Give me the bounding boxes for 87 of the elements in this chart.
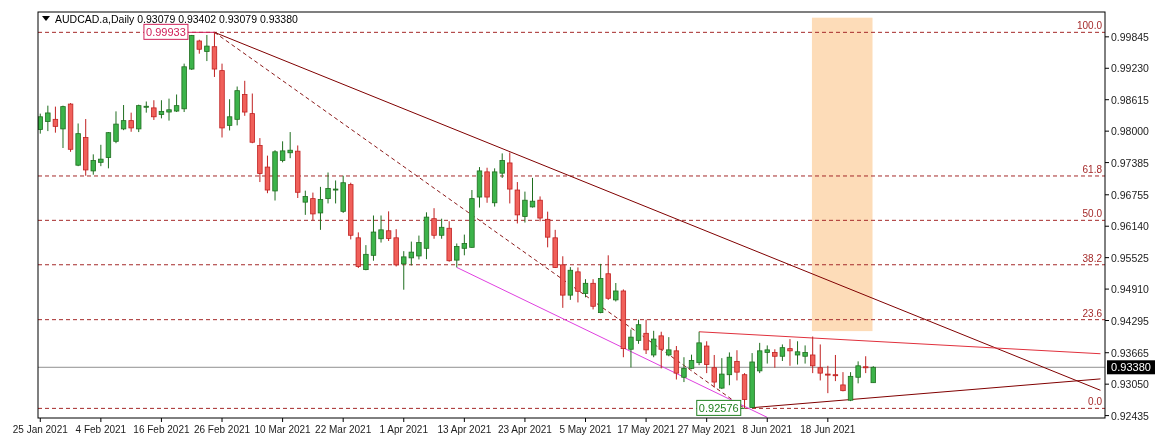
annotation: 0.0 — [1088, 396, 1103, 408]
candlestick — [529, 177, 536, 209]
y-tick-label: 0.93050 — [1111, 378, 1150, 391]
candlestick — [45, 105, 51, 132]
annotation: 38.2 — [1082, 252, 1103, 264]
x-tick-label: 26 Feb 2021 — [193, 424, 251, 435]
y-tick-label: 0.97385 — [1111, 156, 1150, 169]
candlestick — [855, 360, 861, 384]
x-tick-label: 18 Jun 2021 — [800, 424, 856, 435]
x-tick-label: 4 Feb 2021 — [75, 424, 127, 435]
candlestick — [643, 319, 649, 355]
candlestick — [378, 214, 384, 244]
candlestick — [204, 34, 210, 62]
candlestick — [802, 344, 808, 365]
candlestick — [98, 144, 104, 167]
candlestick — [673, 345, 680, 381]
x-tick-label: 5 May 2021 — [559, 424, 613, 435]
y-tick-label: 0.98615 — [1111, 93, 1150, 106]
chart-title: AUDCAD.a,Daily 0.93079 0.93402 0.93079 0.93380 — [55, 13, 298, 25]
candlestick — [817, 343, 823, 381]
candlestick — [522, 191, 528, 224]
y-tick-label: 0.92435 — [1111, 409, 1150, 422]
candlestick — [166, 98, 172, 122]
y-tick-label: 0.94910 — [1111, 283, 1150, 296]
candlestick — [310, 192, 316, 221]
annotation: 100.0 — [1076, 20, 1103, 32]
y-tick-label: 0.95525 — [1111, 251, 1150, 264]
y-tick-label: 0.98000 — [1111, 125, 1150, 138]
candlestick — [628, 329, 634, 368]
x-tick-label: 22 Mar 2021 — [315, 424, 372, 435]
candlestick — [681, 356, 687, 383]
candlestick — [317, 186, 324, 231]
candlestick — [363, 244, 369, 271]
x-tick-label: 25 Jan 2021 — [12, 424, 69, 435]
x-tick-label: 23 Apr 2021 — [497, 424, 553, 435]
candlestick — [60, 105, 66, 149]
candlestick — [575, 266, 581, 303]
candlestick — [734, 349, 740, 381]
candlestick — [90, 153, 96, 176]
candlestick — [370, 214, 377, 262]
candlestick — [847, 371, 854, 402]
x-tick-label: 1 Apr 2021 — [379, 424, 429, 435]
candlestick — [711, 354, 717, 388]
candlestick — [704, 340, 710, 374]
x-tick-label: 16 Feb 2021 — [133, 424, 190, 435]
candlestick — [787, 338, 793, 367]
annotation: 50.0 — [1082, 208, 1103, 220]
candlestick — [211, 31, 218, 78]
candlestick — [325, 172, 331, 204]
candlestick — [113, 110, 119, 144]
candlestick — [810, 336, 816, 374]
candlestick — [242, 80, 248, 117]
annotation: 23.6 — [1082, 307, 1103, 319]
y-tick-label: 0.96755 — [1111, 188, 1150, 201]
x-tick-label: 8 Jun 2021 — [742, 424, 793, 435]
candlestick — [431, 207, 437, 240]
candlestick — [696, 331, 702, 366]
y-tick-label: 0.99230 — [1111, 62, 1150, 75]
ref-line-label: 0.93380 — [1111, 361, 1151, 374]
x-tick-label: 13 Apr 2021 — [437, 424, 492, 435]
x-tick-label: 27 May 2021 — [677, 424, 737, 435]
candlestick — [635, 319, 642, 345]
candlestick — [537, 195, 543, 222]
candlestick — [120, 104, 127, 131]
candlestick — [52, 106, 59, 134]
candlestick — [650, 330, 657, 358]
candlestick — [582, 278, 589, 298]
candlestick — [794, 340, 801, 366]
candlestick — [416, 235, 422, 260]
candlestick — [128, 112, 134, 133]
annotation: 61.8 — [1082, 163, 1103, 175]
y-tick-label: 0.93665 — [1111, 346, 1150, 359]
y-tick-label: 0.94295 — [1111, 314, 1150, 327]
y-tick-label: 0.99845 — [1111, 30, 1150, 43]
y-tick-label: 0.96140 — [1111, 220, 1150, 233]
x-tick-label: 17 May 2021 — [617, 424, 676, 435]
annotation: 0.92576 — [698, 402, 739, 415]
candlestick — [438, 218, 445, 240]
candlestick — [151, 99, 157, 121]
x-tick-label: 10 Mar 2021 — [254, 424, 312, 435]
candlestick — [302, 190, 308, 216]
candlestick — [590, 278, 596, 310]
candlestick — [772, 348, 778, 369]
candlestick — [158, 99, 165, 119]
candlestick — [264, 155, 271, 194]
annotation: 0.99933 — [146, 26, 186, 39]
candlestick — [658, 331, 664, 369]
